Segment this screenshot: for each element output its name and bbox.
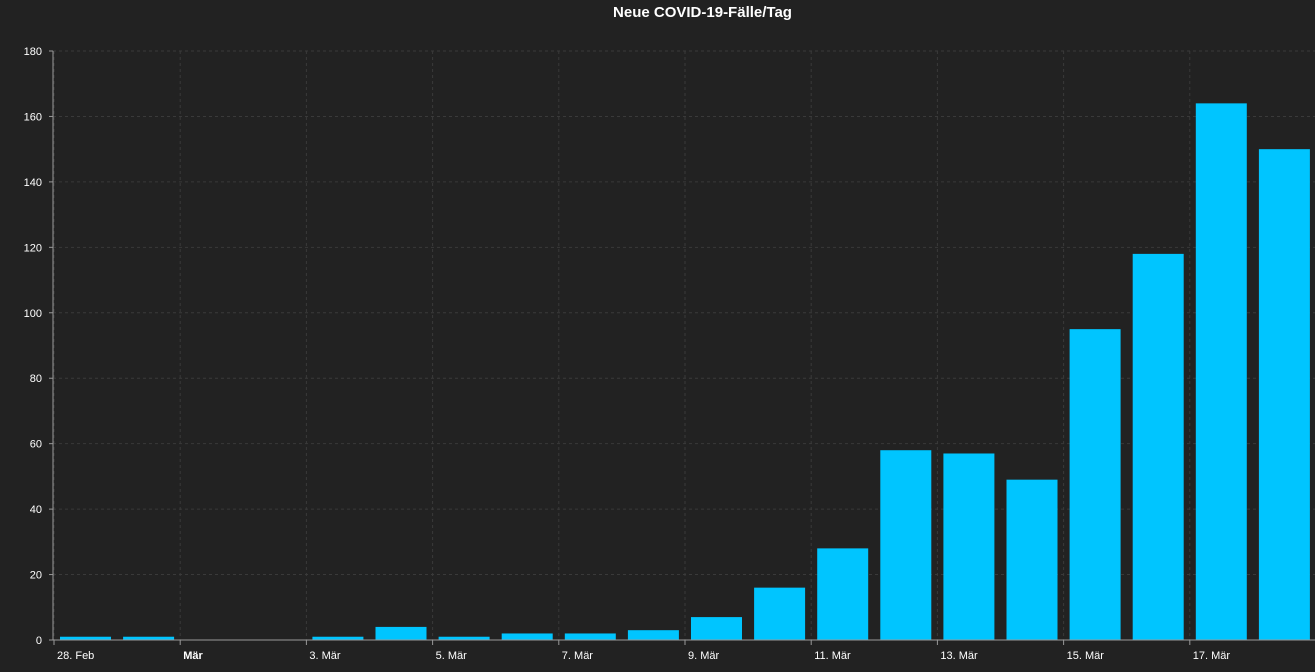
x-tick-label: 13. Mär [940,650,978,662]
y-tick-label: 0 [36,635,42,647]
bar [501,633,553,640]
bar [312,636,364,640]
chart-title: Neue COVID-19-Fälle/Tag [613,4,792,21]
y-tick-label: 100 [24,308,42,320]
y-tick-label: 40 [30,504,42,516]
bar [1195,103,1247,641]
grid [53,50,1315,640]
bar [375,626,427,640]
bar [1069,329,1121,640]
y-axis-ticks: 0 20 40 60 80 100 120 140 160 180 [24,46,42,647]
x-tick-label: 3. Mär [309,650,341,662]
y-tick-label: 60 [30,439,42,451]
y-tick-label: 180 [24,46,42,58]
bar [880,450,932,640]
x-tick-label: Mär [183,650,203,662]
bar [691,617,742,640]
bar [943,453,995,640]
y-tick-label: 20 [30,570,42,582]
y-tick-label: 120 [24,242,42,254]
x-axis-ticks: 28. Feb Mär 3. Mär 5. Mär 7. Mär 9. Mär 11. Mä… [57,650,1230,662]
x-tick-label: 17. Mär [1193,650,1231,662]
bar [60,636,111,640]
bar [438,636,490,640]
x-tick-label: 5. Mär [436,650,468,662]
bar [1258,149,1310,640]
y-tick-label: 140 [24,177,42,189]
x-tick-label: 28. Feb [57,650,94,662]
axes [49,50,1315,645]
x-tick-label: 15. Mär [1067,650,1105,662]
bar [1006,479,1058,640]
bar [817,548,869,640]
y-tick-label: 80 [30,373,42,385]
bar [1132,253,1184,640]
bar [627,630,679,640]
bar [564,633,616,640]
y-tick-label: 160 [24,111,42,123]
x-tick-label: 7. Mär [562,650,594,662]
x-tick-label: 11. Mär [814,650,851,662]
bar [754,587,806,640]
bars [60,103,1310,641]
x-tick-label: 9. Mär [688,650,720,662]
bar [123,636,175,640]
